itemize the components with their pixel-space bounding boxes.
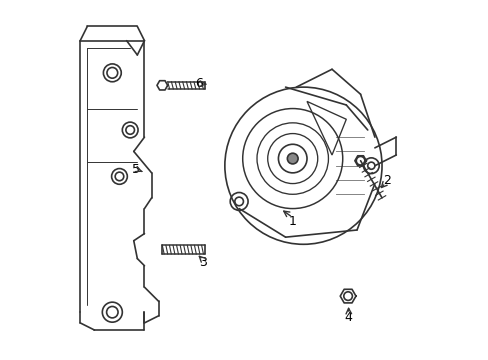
- Text: 4: 4: [344, 311, 352, 324]
- Text: 3: 3: [199, 256, 207, 269]
- Circle shape: [287, 153, 298, 164]
- Text: 2: 2: [382, 174, 390, 186]
- Text: 6: 6: [194, 77, 203, 90]
- Text: 5: 5: [131, 163, 139, 176]
- Text: 1: 1: [288, 215, 296, 228]
